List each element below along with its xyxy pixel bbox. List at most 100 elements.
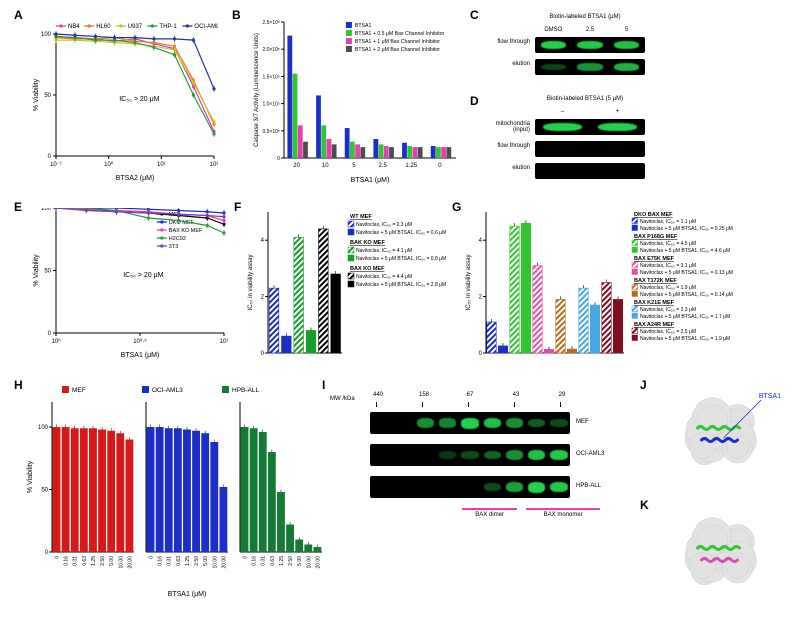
svg-text:WT MEF: WT MEF [350, 214, 372, 220]
panel-label: E [14, 200, 22, 214]
svg-text:BAX KO MEF: BAX KO MEF [169, 228, 203, 234]
svg-text:OCI-AML3: OCI-AML3 [194, 24, 218, 30]
svg-text:1.25: 1.25 [91, 556, 97, 566]
svg-text:Navitoclax + 5 μM BTSA1, IC₅₀: Navitoclax + 5 μM BTSA1, IC₅₀ = 2.8 μM [356, 282, 446, 288]
svg-text:MEF: MEF [72, 387, 86, 394]
svg-text:BAX KO MEF: BAX KO MEF [350, 266, 385, 272]
svg-text:100: 100 [41, 208, 52, 212]
svg-text:BAK KO MEF: BAK KO MEF [350, 240, 385, 246]
svg-text:% Viability: % Viability [33, 78, 40, 111]
svg-text:Navitoclax, IC₅₀ = 2.3 μM: Navitoclax, IC₅₀ = 2.3 μM [356, 222, 412, 228]
panel-label: K [640, 498, 649, 512]
svg-text:50: 50 [44, 269, 51, 275]
svg-text:0: 0 [261, 351, 265, 357]
svg-text:100: 100 [38, 425, 49, 431]
svg-text:2.50: 2.50 [288, 556, 294, 566]
svg-text:20.00: 20.00 [221, 556, 227, 569]
svg-text:10.00: 10.00 [118, 556, 124, 569]
svg-text:BAX A24R MEF: BAX A24R MEF [634, 322, 675, 328]
svg-text:Navitoclax, IC₅₀ = 3.1 μM: Navitoclax, IC₅₀ = 3.1 μM [640, 263, 696, 269]
svg-text:Navitoclax, IC₅₀ = 4.5 μM: Navitoclax, IC₅₀ = 4.5 μM [640, 241, 696, 247]
svg-text:10⁰·⁵: 10⁰·⁵ [133, 338, 147, 345]
svg-text:1.25: 1.25 [405, 163, 417, 169]
svg-text:Navitoclax + 5 μM BTSA1, IC₅₀: Navitoclax + 5 μM BTSA1, IC₅₀ = 0.6 μM [356, 230, 446, 236]
svg-text:10⁻¹: 10⁻¹ [50, 162, 62, 168]
panel-d: Biotin-labeled BTSA1 (5 μM)–+mitochondri… [480, 96, 670, 196]
svg-text:0: 0 [48, 154, 52, 160]
svg-text:0.16: 0.16 [64, 556, 70, 566]
svg-text:2: 2 [479, 295, 483, 301]
svg-text:THP-1: THP-1 [159, 24, 177, 30]
svg-text:BAX P168G MEF: BAX P168G MEF [634, 234, 678, 240]
svg-text:Navitoclax + 5 μM BTSA1, IC₅₀: Navitoclax + 5 μM BTSA1, IC₅₀ = 0.25 μM [640, 226, 733, 232]
svg-text:0.5×10⁵: 0.5×10⁵ [262, 129, 280, 135]
svg-text:NB4: NB4 [68, 24, 80, 30]
svg-text:BTSA1 (μM): BTSA1 (μM) [168, 591, 207, 598]
panel-k [652, 504, 787, 604]
svg-text:20.00: 20.00 [127, 556, 133, 569]
svg-text:BAX E75K MEF: BAX E75K MEF [634, 256, 675, 262]
svg-text:0.31: 0.31 [261, 556, 267, 566]
svg-text:IC₅₀ > 20 μM: IC₅₀ > 20 μM [123, 272, 163, 279]
svg-text:BTSA1 + 1 μM Bax Channel Inhib: BTSA1 + 1 μM Bax Channel Inhibitor [355, 39, 440, 45]
panel-label: G [452, 200, 461, 214]
panel-h: MEFOCI-AML3HPB-ALL050100% Viability00.16… [22, 384, 322, 609]
panel-b: 00.5×10⁵1.0×10⁵1.5×10⁵2.0×10⁵2.5×10⁵Casp… [250, 18, 460, 186]
svg-text:1.25: 1.25 [185, 556, 191, 566]
panel-label: A [14, 8, 23, 22]
svg-text:Navitoclax, IC₅₀ = 1.1 μM: Navitoclax, IC₅₀ = 1.1 μM [640, 219, 696, 225]
panel-j: BTSA1 [652, 384, 787, 484]
svg-text:0: 0 [438, 163, 442, 169]
svg-text:BTSA1 (μM): BTSA1 (μM) [121, 352, 160, 359]
svg-text:2: 2 [261, 295, 265, 301]
panel-c: Biotin-labeled BTSA1 (μM)DMSO2.55flow th… [480, 14, 670, 84]
svg-text:0.63: 0.63 [176, 556, 182, 566]
svg-text:2.0×10⁵: 2.0×10⁵ [262, 47, 280, 53]
svg-text:10.00: 10.00 [212, 556, 218, 569]
svg-text:Navitoclax, IC₅₀ = 4.1 μM: Navitoclax, IC₅₀ = 4.1 μM [356, 248, 412, 254]
svg-text:0: 0 [45, 550, 49, 556]
svg-text:BTSA1: BTSA1 [759, 393, 781, 400]
svg-text:50: 50 [41, 488, 48, 494]
panel-label: B [232, 8, 241, 22]
svg-text:0.63: 0.63 [82, 556, 88, 566]
svg-text:IC₅₀ > 20 μM: IC₅₀ > 20 μM [119, 96, 159, 103]
svg-text:0: 0 [48, 331, 52, 337]
svg-text:0: 0 [55, 556, 61, 559]
panel-i: MW /kDa440158674329MEFOCI-AML3HPB-ALLBAX… [330, 388, 630, 598]
svg-text:3T3: 3T3 [169, 244, 178, 250]
panel-label: F [234, 200, 241, 214]
panel-e: 05010010⁰10⁰·⁵10¹% ViabilityBTSA1 (μM)IC… [28, 208, 228, 363]
panel-a: NB4HL60U937THP-1OCI-AML305010010⁻¹10⁰10¹… [28, 18, 218, 186]
svg-text:U937: U937 [128, 24, 143, 30]
svg-text:2.50: 2.50 [100, 556, 106, 566]
svg-text:% Viability: % Viability [27, 460, 34, 493]
svg-text:2.5×10⁵: 2.5×10⁵ [262, 20, 280, 26]
svg-text:50: 50 [44, 93, 51, 99]
svg-text:BTSA1: BTSA1 [355, 23, 372, 29]
svg-text:OCI-AML3: OCI-AML3 [152, 387, 183, 394]
svg-text:BTSA2 (μM): BTSA2 (μM) [116, 175, 155, 182]
svg-text:2.50: 2.50 [194, 556, 200, 566]
panel-label: J [640, 378, 647, 392]
svg-text:Navitoclax + 5 μM BTSA1, IC₅₀: Navitoclax + 5 μM BTSA1, IC₅₀ = 0.13 μM [640, 270, 733, 276]
svg-text:HL60: HL60 [96, 24, 111, 30]
svg-text:0.16: 0.16 [252, 556, 258, 566]
panel-f: 024IC₅₀ in viability assayWT MEFNavitocl… [244, 208, 454, 363]
svg-text:0: 0 [479, 351, 483, 357]
svg-text:0.31: 0.31 [167, 556, 173, 566]
svg-text:Navitoclax + 5 μM BTSA1, IC₅₀: Navitoclax + 5 μM BTSA1, IC₅₀ = 4.6 μM [640, 248, 730, 254]
svg-text:2.5: 2.5 [378, 163, 387, 169]
svg-text:5.00: 5.00 [297, 556, 303, 566]
svg-text:10.00: 10.00 [306, 556, 312, 569]
svg-text:Navitoclax + 5 μM BTSA1, IC₅₀: Navitoclax + 5 μM BTSA1, IC₅₀ = 0.14 μM [640, 292, 733, 298]
svg-text:BTSA1 (μM): BTSA1 (μM) [351, 177, 390, 184]
svg-text:Caspase 3/7 Activity (Luminesc: Caspase 3/7 Activity (Luminescence Units… [254, 33, 260, 147]
svg-text:10¹: 10¹ [220, 339, 228, 345]
svg-text:10²: 10² [210, 162, 218, 168]
svg-text:H2C92: H2C92 [169, 236, 186, 242]
svg-text:5.00: 5.00 [109, 556, 115, 566]
svg-text:0.31: 0.31 [73, 556, 79, 566]
svg-text:Navitoclax, IC₅₀ = 4.4 μM: Navitoclax, IC₅₀ = 4.4 μM [356, 274, 412, 280]
panel-label: D [470, 94, 479, 108]
